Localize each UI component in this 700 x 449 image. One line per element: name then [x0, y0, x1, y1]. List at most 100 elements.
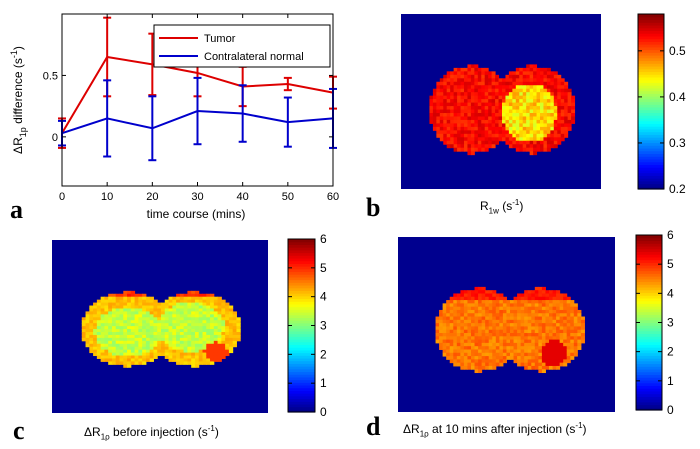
heatmap-pixel [206, 340, 211, 345]
heatmap-pixel [172, 337, 177, 342]
heatmap-pixel [449, 356, 454, 360]
heatmap-pixel [559, 293, 564, 298]
heatmap-pixel [85, 323, 90, 327]
heatmap-pixel [157, 337, 162, 342]
heatmap-pixel [495, 329, 500, 334]
heatmap-pixel [470, 123, 475, 128]
heatmap-pixel [108, 355, 113, 359]
heatmap-pixel [567, 126, 572, 131]
heatmap-pixel [564, 81, 569, 86]
heatmap-pixel [522, 113, 527, 117]
heatmap-pixel [538, 352, 543, 357]
heatmap-pixel [172, 340, 177, 345]
heatmap-pixel [183, 305, 188, 309]
heatmap-pixel [502, 342, 507, 347]
heatmap-pixel [130, 311, 136, 315]
heatmap-pixel [463, 303, 468, 308]
heatmap-pixel [488, 336, 493, 341]
heatmap-pixel [104, 308, 109, 312]
heatmap-pixel [502, 326, 507, 331]
heatmap-pixel [464, 88, 468, 93]
heatmap-pixel [470, 140, 475, 145]
heatmap-pixel [460, 303, 465, 308]
heatmap-pixel [540, 119, 544, 124]
heatmap-pixel [187, 302, 192, 307]
heatmap-pixel [564, 119, 569, 124]
heatmap-pixel [566, 316, 571, 321]
heatmap-pixel [467, 113, 472, 117]
heatmap-pixel [549, 342, 554, 347]
heatmap-pixel [553, 130, 558, 135]
heatmap-pixel [153, 311, 158, 315]
colorbar-band [288, 328, 315, 332]
heatmap-pixel [545, 346, 550, 350]
heatmap-pixel [225, 326, 230, 330]
heatmap-pixel [123, 329, 128, 333]
heatmap-pixel [164, 314, 170, 318]
heatmap-pixel [446, 144, 451, 149]
heatmap-pixel [191, 323, 196, 327]
heatmap-pixel [508, 116, 513, 121]
heatmap-pixel [499, 303, 504, 308]
heatmap-pixel [123, 352, 128, 357]
heatmap-pixel [157, 346, 162, 351]
heatmap-pixel [477, 102, 482, 107]
heatmap-pixel [446, 316, 451, 321]
heatmap-pixel [540, 144, 544, 149]
heatmap-pixel [236, 332, 241, 336]
heatmap-pixel [442, 323, 447, 327]
heatmap-pixel [484, 130, 489, 135]
heatmap-pixel [471, 316, 476, 321]
heatmap-pixel [194, 334, 200, 339]
heatmap-pixel [546, 95, 551, 100]
colorbar-band [636, 360, 662, 365]
legend-label-1: Contralateral normal [204, 51, 304, 63]
heatmap-pixel [206, 361, 211, 365]
heatmap-pixel [153, 349, 158, 354]
heatmap-pixel [477, 71, 482, 76]
heatmap-pixel [450, 113, 455, 117]
heatmap-pixel [100, 308, 105, 312]
heatmap-pixel [508, 133, 513, 138]
heatmap-pixel [96, 352, 102, 357]
heatmap-pixel [453, 329, 458, 334]
heatmap-pixel [463, 336, 468, 341]
heatmap-pixel [157, 332, 162, 336]
heatmap-pixel [115, 346, 120, 351]
colorbar-band [288, 339, 315, 343]
heatmap-pixel [560, 133, 565, 138]
heatmap-pixel [446, 352, 451, 357]
heatmap-pixel [191, 361, 196, 365]
heatmap-pixel [533, 67, 538, 72]
heatmap-pixel [456, 346, 461, 350]
heatmap-pixel [505, 81, 510, 86]
heatmap-pixel [570, 333, 575, 337]
heatmap-pixel [541, 313, 546, 318]
heatmap-pixel [519, 92, 524, 97]
heatmap-pixel [538, 369, 543, 374]
colorbar-band [638, 115, 664, 119]
heatmap-pixel [502, 356, 507, 360]
heatmap-pixel [488, 296, 493, 301]
heatmap-pixel [571, 95, 576, 100]
heatmap-pixel [529, 113, 534, 117]
heatmap-pixel [198, 302, 203, 307]
heatmap-pixel [524, 293, 529, 298]
heatmap-pixel [449, 333, 454, 337]
heatmap-pixel [183, 349, 188, 354]
heatmap-pixel [477, 130, 482, 135]
heatmap-pixel [467, 306, 472, 311]
heatmap-pixel [130, 355, 136, 359]
heatmap-pixel [149, 326, 154, 330]
heatmap-pixel [429, 119, 434, 124]
colorbar-band [288, 333, 315, 337]
heatmap-pixel [477, 113, 482, 117]
heatmap-pixel [515, 71, 520, 76]
heatmap-pixel [198, 343, 203, 348]
heatmap-pixel [164, 329, 170, 333]
colorbar-tick-label: 3 [667, 316, 674, 330]
heatmap-pixel [553, 137, 558, 142]
heatmap-pixel [499, 333, 504, 337]
colorbar-band [636, 292, 662, 296]
